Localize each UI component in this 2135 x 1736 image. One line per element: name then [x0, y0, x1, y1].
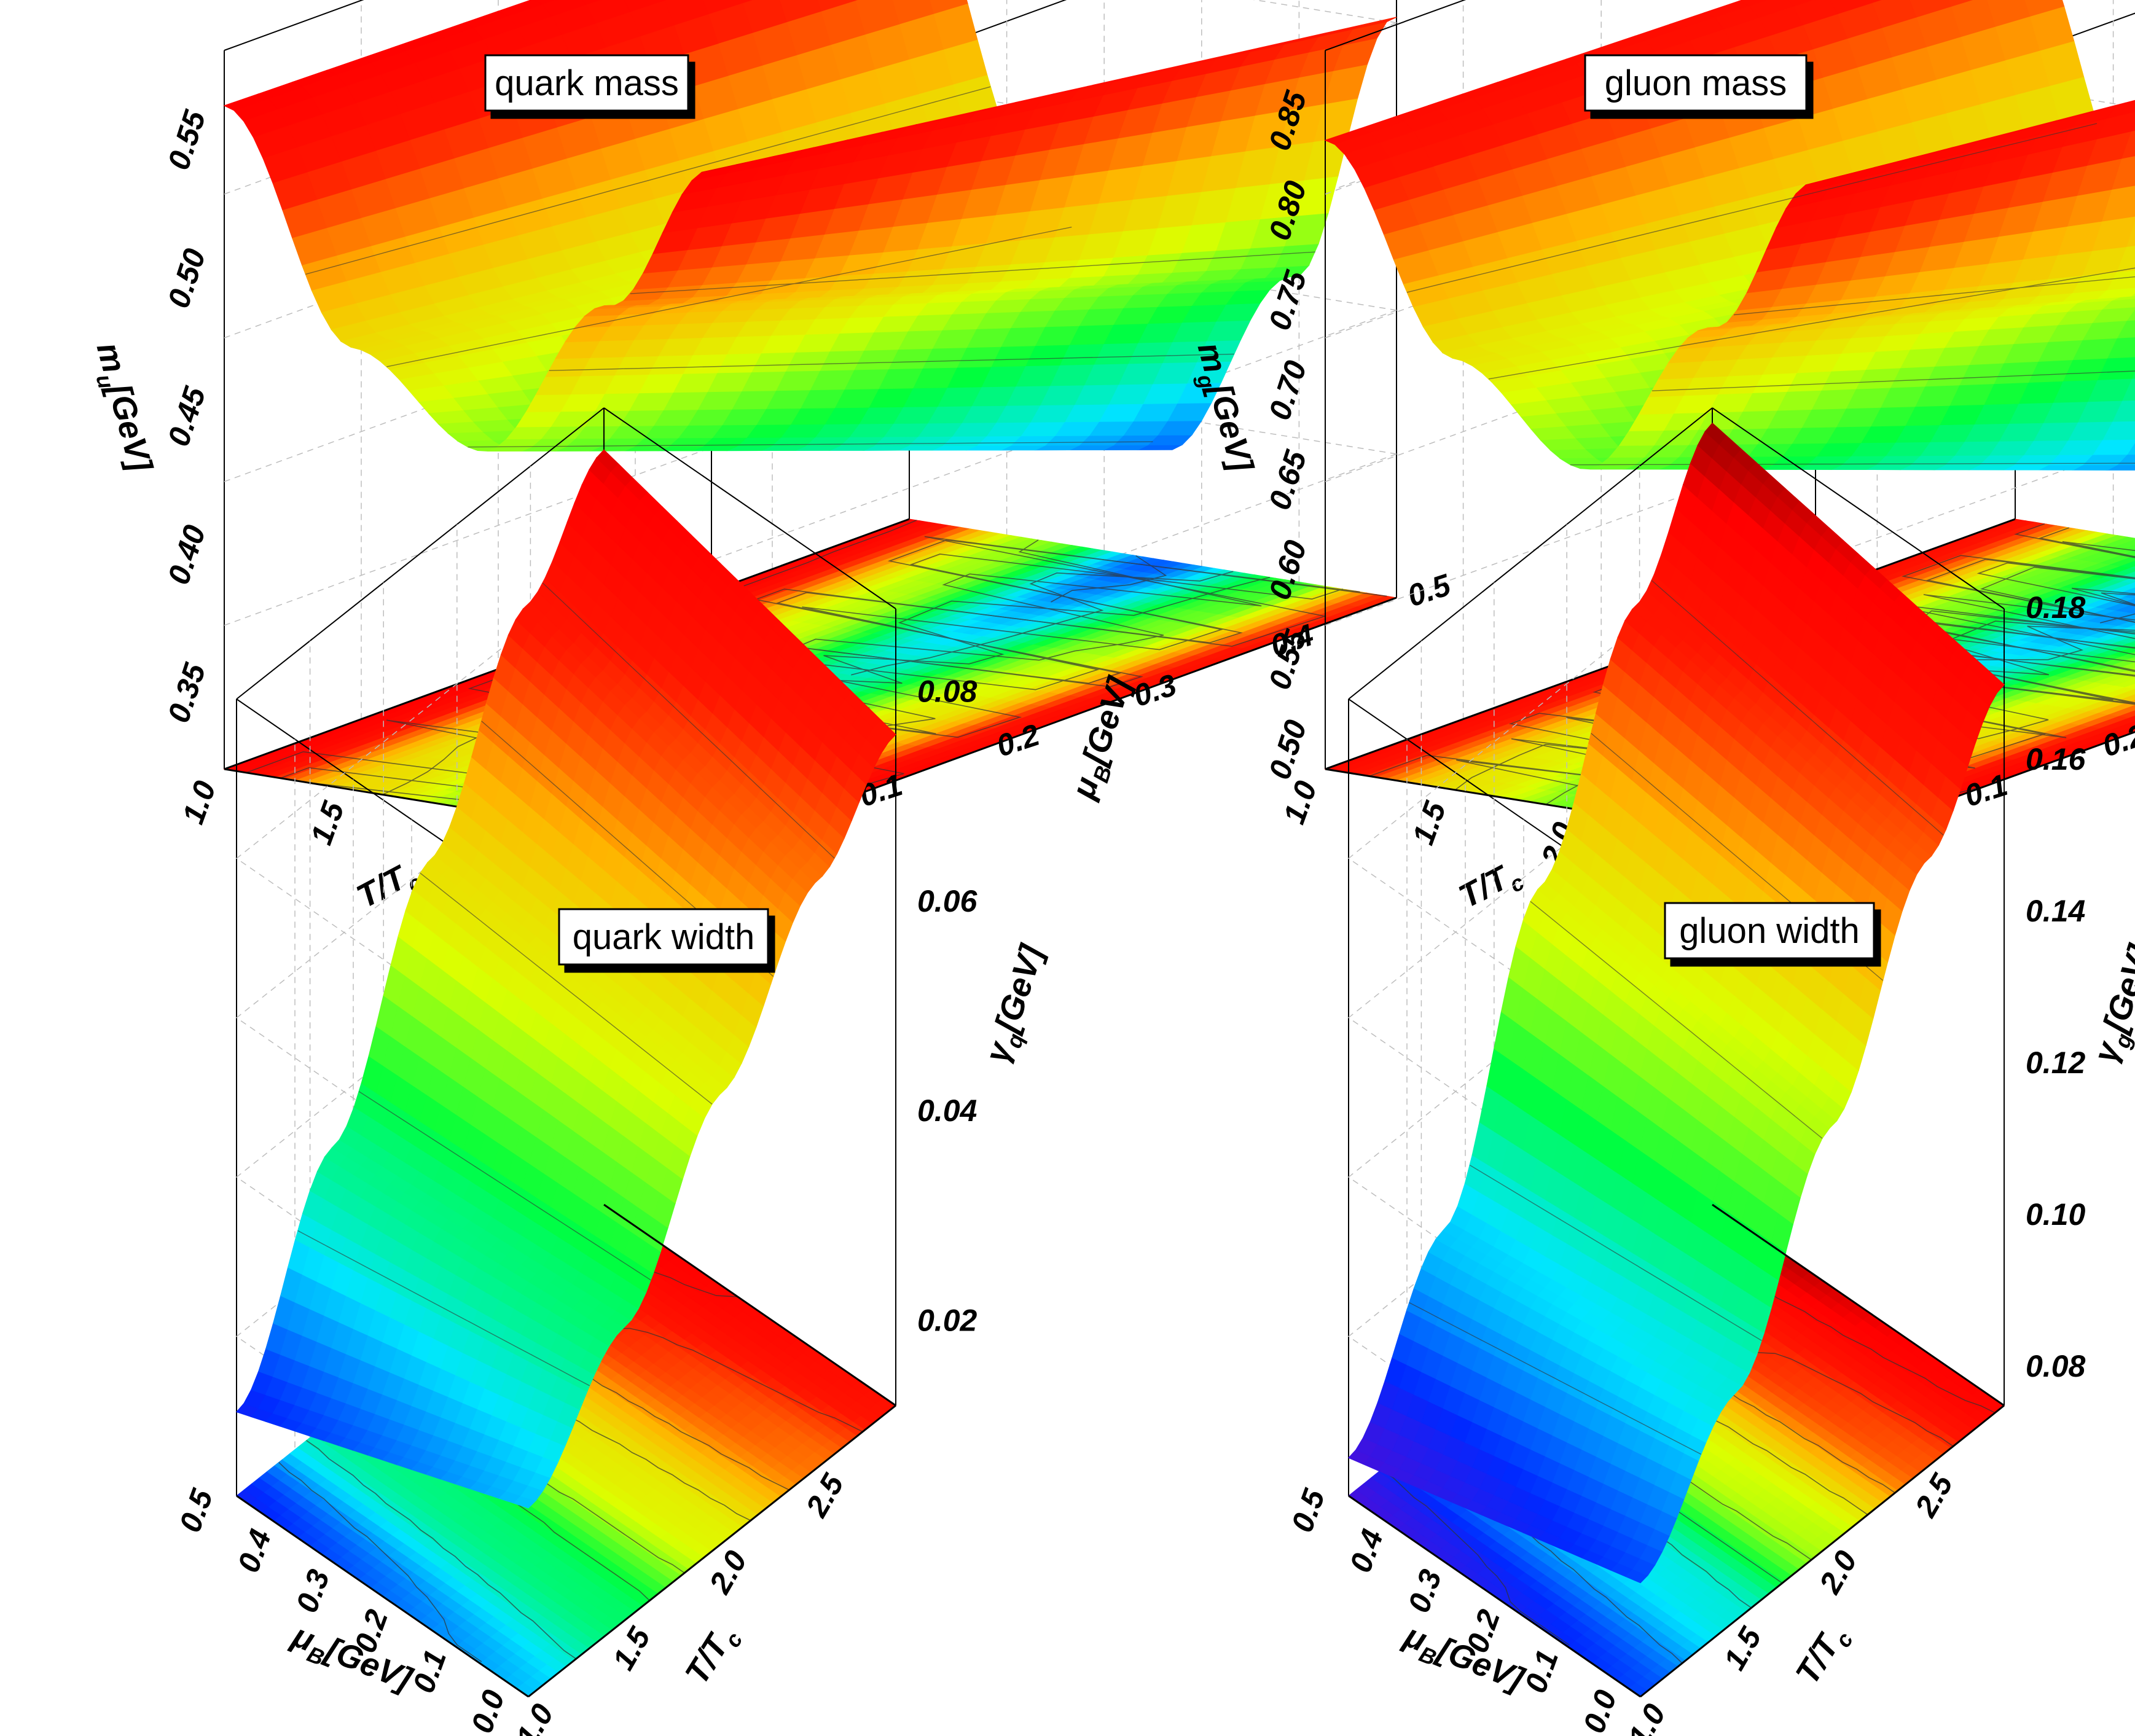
y-axis-label: μB[GeV] [284, 1617, 418, 1704]
surface-contour-lines [1406, 123, 2135, 466]
z-tick-label: 0.35 [161, 659, 213, 727]
surface-plot [223, 0, 1397, 452]
surface-plot [235, 449, 896, 1509]
z-tick-label: 0.10 [2026, 1197, 2086, 1232]
z-tick-label: 0.08 [917, 674, 977, 709]
z-tick-label: 0.40 [161, 521, 212, 588]
y-tick-label: 0.4 [1343, 1525, 1390, 1576]
z-tick-label: 0.02 [917, 1304, 977, 1338]
y-axis-label: μB[GeV] [1396, 1617, 1530, 1704]
panel-title: gluon width [1679, 911, 1859, 951]
x-tick-label: 1.0 [1621, 1698, 1672, 1736]
z-tick-label: 0.45 [161, 382, 213, 450]
z-tick-label: 0.65 [1262, 445, 1314, 514]
y-tick-label: 0.5 [173, 1484, 220, 1537]
z-tick-label: 0.04 [917, 1093, 977, 1128]
y-tick-label: 0.3 [289, 1565, 336, 1617]
panel-title: quark width [573, 917, 755, 957]
panel-title-box: gluon mass [1584, 54, 1808, 112]
x-axis-label: T/Tc [678, 1619, 748, 1694]
z-tick-label: 0.50 [1262, 716, 1313, 783]
x-axis-label: T/Tc [1453, 854, 1528, 921]
panel-title-box: quark mass [484, 54, 689, 112]
z-tick-label: 0.14 [2026, 894, 2085, 928]
x-tick-label: 1.0 [509, 1698, 560, 1736]
x-axis-label: T/Tc [1788, 1619, 1858, 1694]
z-tick-label: 0.50 [161, 244, 212, 312]
z-tick-label: 0.70 [1262, 356, 1313, 424]
surface-contour-lines [305, 86, 1315, 448]
z-tick-label: 0.06 [917, 884, 978, 918]
panel-title-box: quark width [558, 908, 769, 966]
z-axis-label: γg[GeV] [2086, 940, 2135, 1069]
y-tick-label: 0.5 [1403, 567, 1455, 613]
x-tick-label: 1.5 [304, 797, 351, 850]
z-axis-label: mu[GeV] [84, 338, 160, 478]
y-tick-label: 0.3 [1401, 1565, 1448, 1617]
x-tick-label: 1.5 [1406, 797, 1453, 850]
chart-panel-4: 1.01.52.02.50.00.10.20.30.40.50.080.100.… [1285, 407, 2135, 1736]
y-tick-label: 0.0 [1577, 1686, 1623, 1736]
axes [236, 1203, 896, 1698]
x-tick-label: 1.0 [176, 776, 222, 829]
panel-title: gluon mass [1605, 63, 1787, 103]
y-tick-label: 0.0 [464, 1686, 511, 1736]
x-tick-label: 1.0 [1277, 776, 1323, 829]
panel-title: quark mass [495, 63, 679, 103]
z-axis-label: γq[GeV] [978, 940, 1057, 1069]
y-tick-label: 0.5 [1285, 1484, 1332, 1537]
chart-panel-3: 1.01.52.02.50.00.10.20.30.40.50.020.040.… [173, 407, 1057, 1736]
z-tick-label: 0.55 [161, 106, 213, 174]
z-tick-label: 0.12 [2026, 1046, 2086, 1080]
z-tick-label: 0.08 [2026, 1349, 2086, 1383]
y-tick-label: 0.4 [231, 1525, 278, 1576]
z-tick-label: 0.18 [2026, 590, 2086, 625]
z-tick-label: 0.16 [2026, 742, 2086, 776]
axes [1348, 1203, 2005, 1698]
panel-title-box: gluon width [1664, 902, 1875, 960]
